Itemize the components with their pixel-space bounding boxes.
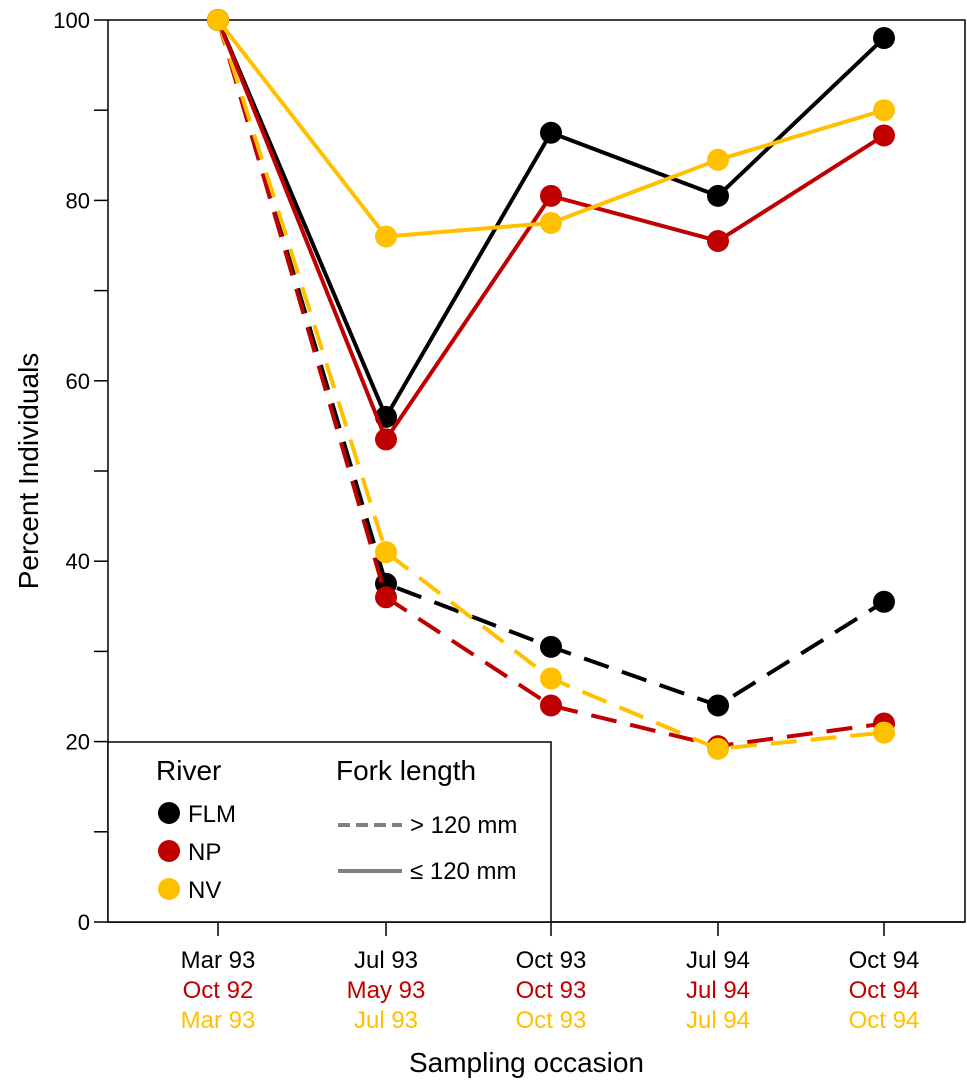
data-point-nv	[540, 211, 562, 234]
x-axis: Mar 93 Oct 92 Mar 93 Jul 93 May 93 Jul 93 Oct …	[108, 921, 965, 1034]
data-point-nv	[375, 225, 397, 248]
x-tick-label: Oct 94	[849, 1007, 920, 1034]
x-tick-label: Oct 92	[183, 977, 254, 1004]
legend-label-np: NP	[188, 839, 221, 866]
legend-label-flm: FLM	[188, 801, 236, 828]
series-line-np-large	[216, 19, 885, 749]
data-point-nv	[707, 737, 729, 760]
data-point-np	[707, 229, 729, 252]
x-tick-label: Jul 94	[686, 977, 750, 1004]
legend-river-title: River	[156, 755, 221, 786]
data-point-np	[540, 184, 562, 207]
x-tick-label: Jul 93	[354, 947, 418, 974]
x-tick-label: Oct 94	[849, 947, 920, 974]
y-tick-label: 80	[66, 188, 90, 213]
x-tick-label: Oct 93	[516, 1007, 587, 1034]
legend-fork-label: > 120 mm	[410, 812, 517, 839]
data-point-np	[540, 694, 562, 717]
data-point-np	[375, 586, 397, 609]
legend: River FLM NP NV Fork length > 120 mm ≤ 120 mm	[107, 741, 552, 923]
x-tick-label: Oct 94	[849, 977, 920, 1004]
legend-box	[107, 741, 552, 923]
legend-marker-flm	[158, 802, 180, 824]
y-tick-label: 40	[66, 549, 90, 574]
data-point-nv	[375, 541, 397, 564]
legend-label-nv: NV	[188, 877, 221, 904]
data-point-flm	[707, 184, 729, 207]
y-axis-title: Percent Individuals	[13, 353, 44, 590]
x-tick-label: Mar 93	[181, 1007, 256, 1034]
y-tick-label: 100	[53, 8, 90, 33]
x-tick-label: May 93	[347, 977, 426, 1004]
y-tick-label: 20	[66, 730, 90, 755]
legend-fork-label: ≤ 120 mm	[410, 858, 517, 885]
y-axis: 0 20 40 60 80 100	[53, 8, 108, 935]
data-point-nv	[540, 667, 562, 690]
data-point-nv	[873, 99, 895, 122]
series-layer	[207, 9, 895, 760]
x-tick-label: Oct 93	[516, 947, 587, 974]
data-point-nv	[873, 721, 895, 744]
x-tick-label: Mar 93	[181, 947, 256, 974]
data-point-np	[375, 428, 397, 451]
data-point-np	[873, 124, 895, 147]
legend-marker-nv	[158, 878, 180, 900]
data-point-nv	[707, 148, 729, 171]
x-tick-label: Oct 93	[516, 977, 587, 1004]
y-tick-label: 0	[78, 910, 90, 935]
data-point-flm	[873, 590, 895, 613]
data-point-flm	[873, 27, 895, 50]
data-point-flm	[540, 121, 562, 144]
y-tick-label: 60	[66, 369, 90, 394]
x-tick-label: Jul 94	[686, 947, 750, 974]
legend-marker-np	[158, 840, 180, 862]
x-axis-title: Sampling occasion	[409, 1047, 644, 1078]
data-point-flm	[707, 694, 729, 717]
data-point-flm	[540, 635, 562, 658]
x-tick-label: Jul 93	[354, 1007, 418, 1034]
legend-fork-title: Fork length	[336, 755, 476, 786]
x-tick-label: Jul 94	[686, 1007, 750, 1034]
data-point-nv	[207, 9, 229, 31]
